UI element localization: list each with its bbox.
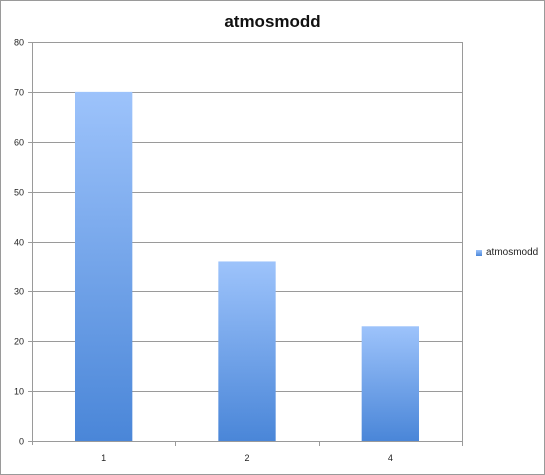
chart-legend: atmosmodd <box>476 247 538 258</box>
y-tick-label: 0 <box>19 437 24 447</box>
bar <box>75 91 133 441</box>
x-tick-label: 2 <box>244 453 249 463</box>
chart-title: atmosmodd <box>224 12 321 31</box>
legend-swatch <box>476 249 482 256</box>
bar <box>361 326 419 441</box>
legend-label: atmosmodd <box>486 247 539 258</box>
x-tick-label: 1 <box>101 453 106 463</box>
y-tick-label: 70 <box>14 88 24 98</box>
y-tick-label: 60 <box>14 138 24 148</box>
y-tick-label: 30 <box>14 287 24 297</box>
x-tick-label: 4 <box>388 453 393 463</box>
y-tick-label: 20 <box>14 337 24 347</box>
y-tick-label: 40 <box>14 238 24 248</box>
y-tick-label: 10 <box>14 387 24 397</box>
y-tick-label: 80 <box>14 38 24 48</box>
bar <box>218 261 276 441</box>
y-tick-label: 50 <box>14 188 24 198</box>
